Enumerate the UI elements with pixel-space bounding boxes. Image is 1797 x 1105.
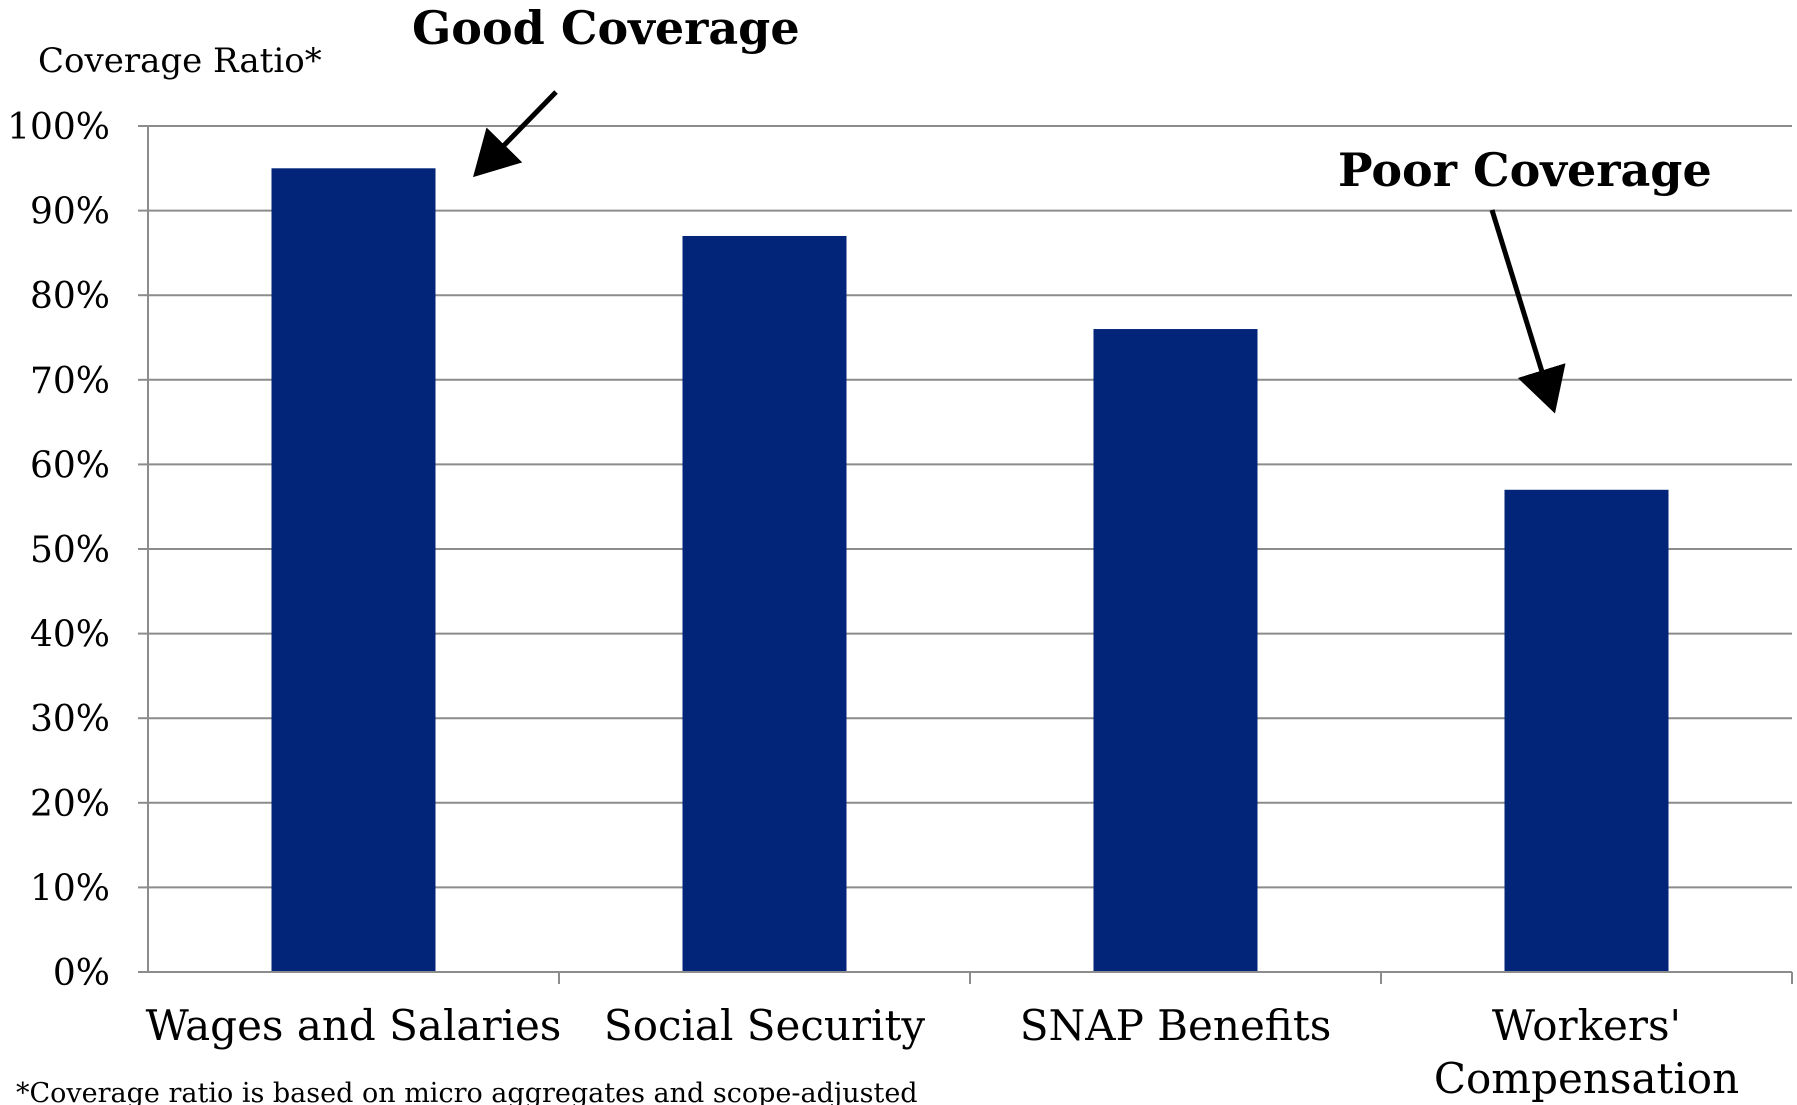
x-tick-label: Compensation [1434,1054,1739,1103]
x-tick-label: Social Security [604,1001,925,1050]
bar [271,168,436,973]
y-tick-label: 100% [7,107,110,148]
good-coverage-callout: Good Coverage [412,1,800,55]
bar [1504,489,1669,972]
y-tick-label: 40% [30,615,110,656]
bars [271,168,1793,984]
y-tick-label: 20% [30,784,110,825]
good-coverage-arrow [473,90,558,178]
y-axis-label: Coverage Ratio* [38,41,322,81]
y-tick-label: 70% [30,361,110,402]
bar [682,235,847,973]
x-tick-label: SNAP Benefits [1020,1001,1332,1050]
x-tick-label: Workers' [1492,1001,1681,1050]
poor-coverage-arrow [1489,209,1566,414]
y-tick-label: 10% [30,868,110,909]
y-tick-label: 80% [30,276,110,317]
footnote: *Coverage ratio is based on micro aggreg… [16,1078,918,1105]
poor-coverage-callout: Poor Coverage [1338,143,1712,197]
x-tick-labels: Wages and Salaries Social Security SNAP Be… [146,1001,1740,1103]
bar [1093,329,1258,972]
y-tick-label: 90% [30,192,110,233]
y-tick-labels: 0% 10% 20% 30% 40% 50% 60% 70% 80% 90% 100% [7,107,110,994]
axes [147,126,1792,973]
y-tick-label: 0% [53,953,110,994]
y-tick-label: 60% [30,445,110,486]
y-tick-label: 50% [30,530,110,571]
y-tick-label: 30% [30,699,110,740]
x-tick-label: Wages and Salaries [146,1001,562,1050]
